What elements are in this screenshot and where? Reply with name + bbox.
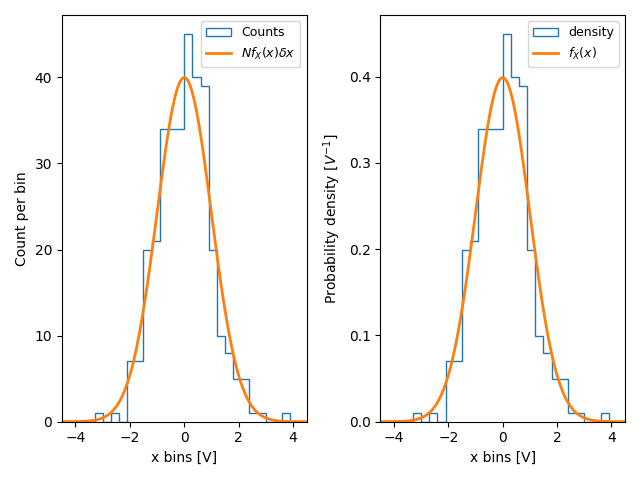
$f_X(x)$	[616, 419, 623, 425]
$f_X(x)$	[499, 75, 506, 81]
$Nf_X(x)\delta x$	[303, 419, 310, 425]
$Nf_X(x)\delta x$	[298, 419, 305, 425]
$Nf_X(x)\delta x$	[58, 419, 66, 425]
$Nf_X(x)\delta x$	[176, 80, 184, 85]
$Nf_X(x)\delta x$	[204, 184, 212, 190]
Y-axis label: Count per bin: Count per bin	[15, 171, 29, 265]
$Nf_X(x)\delta x$	[180, 75, 188, 81]
$f_X(x)$	[493, 84, 500, 89]
X-axis label: x bins [V]: x bins [V]	[470, 451, 536, 465]
$f_X(x)$	[621, 419, 629, 425]
X-axis label: x bins [V]: x bins [V]	[151, 451, 217, 465]
$Nf_X(x)\delta x$	[174, 84, 182, 89]
Line: $f_X(x)$: $f_X(x)$	[380, 78, 625, 422]
$Nf_X(x)\delta x$	[191, 100, 198, 106]
$Nf_X(x)\delta x$	[259, 414, 267, 420]
$f_X(x)$	[376, 419, 384, 425]
Legend: density, $f_X(x)$: density, $f_X(x)$	[528, 21, 619, 67]
Y-axis label: Probability density [$V^{-1}$]: Probability density [$V^{-1}$]	[321, 133, 343, 303]
$f_X(x)$	[523, 184, 531, 190]
$f_X(x)$	[577, 414, 585, 420]
$f_X(x)$	[509, 100, 517, 106]
$f_X(x)$	[494, 80, 502, 85]
Line: $Nf_X(x)\delta x$: $Nf_X(x)\delta x$	[62, 78, 307, 422]
Legend: Counts, $Nf_X(x)\delta x$: Counts, $Nf_X(x)\delta x$	[201, 21, 300, 67]
